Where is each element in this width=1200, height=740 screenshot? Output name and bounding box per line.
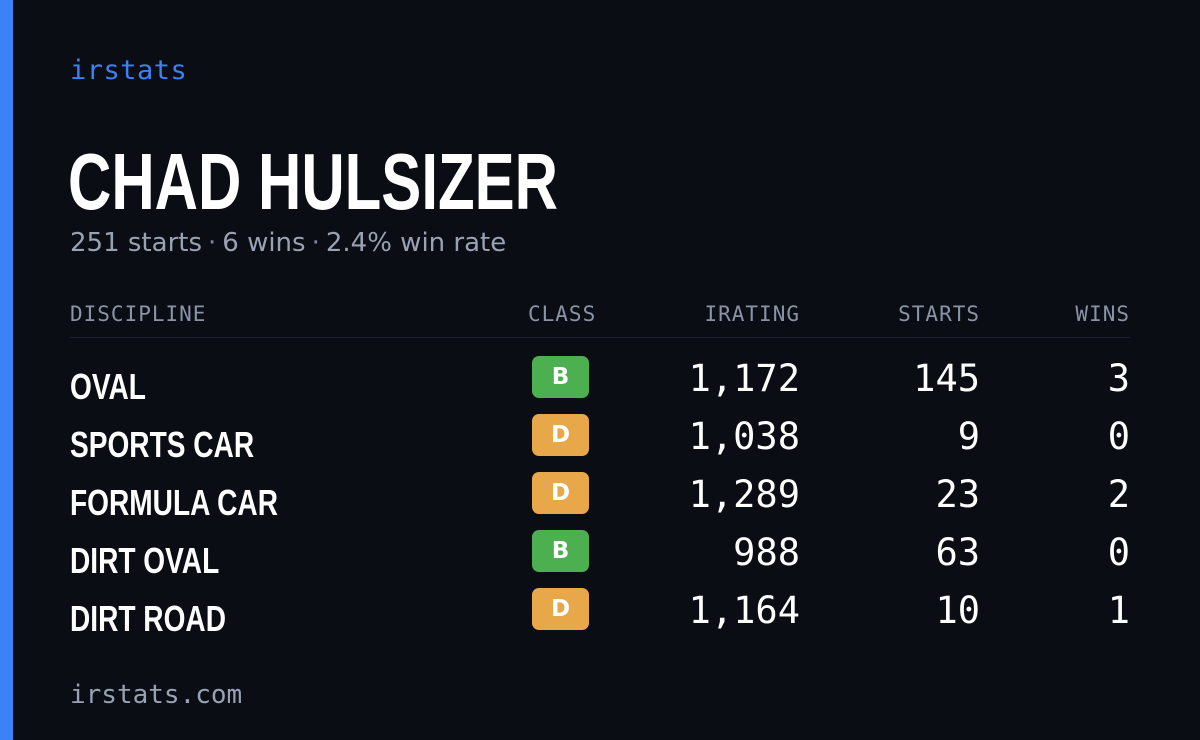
starts-value: 145: [913, 357, 980, 400]
table-body: OVAL B 1,172 145 3 SPORTS CAR D 1,038 9 0 FORMULA …: [70, 338, 1130, 645]
wins-summary: 6 wins: [222, 228, 306, 258]
footer-url: irstats.com: [70, 680, 243, 710]
discipline-name: DIRT OVAL: [70, 540, 220, 581]
header-discipline: DISCIPLINE: [70, 302, 207, 326]
discipline-stats-table: DISCIPLINE CLASS IRATING STARTS WINS OVA…: [70, 296, 1130, 645]
starts-value: 10: [935, 589, 980, 632]
starts-value: 63: [935, 531, 980, 574]
discipline-name: SPORTS CAR: [70, 424, 255, 465]
irating-value: 1,172: [688, 357, 800, 400]
wins-value: 1: [1107, 589, 1130, 632]
brand-logo-text: irstats: [70, 55, 188, 86]
class-badge: B: [532, 356, 589, 398]
irating-value: 1,164: [688, 589, 800, 632]
class-badge: B: [532, 530, 589, 572]
header-class: CLASS: [528, 302, 597, 326]
irating-value: 1,038: [688, 415, 800, 458]
starts-value: 9: [957, 415, 980, 458]
discipline-name: OVAL: [70, 366, 146, 407]
table-row: SPORTS CAR D 1,038 9 0: [70, 413, 1130, 471]
discipline-name: FORMULA CAR: [70, 482, 278, 523]
win-rate-summary: 2.4% win rate: [325, 228, 507, 258]
driver-summary: 251 starts · 6 wins · 2.4% win rate: [70, 228, 506, 258]
table-row: FORMULA CAR D 1,289 23 2: [70, 471, 1130, 529]
class-badge: D: [532, 472, 589, 514]
table-row: DIRT OVAL B 988 63 0: [70, 529, 1130, 587]
driver-name: CHAD HULSIZER: [68, 137, 558, 226]
header-starts: STARTS: [898, 302, 980, 326]
summary-separator: ·: [311, 228, 320, 258]
wins-value: 2: [1107, 473, 1130, 516]
table-row: OVAL B 1,172 145 3: [70, 355, 1130, 413]
wins-value: 0: [1107, 415, 1130, 458]
starts-value: 23: [935, 473, 980, 516]
header-irating: IRATING: [704, 302, 800, 326]
table-header: DISCIPLINE CLASS IRATING STARTS WINS: [70, 296, 1130, 338]
discipline-name: DIRT ROAD: [70, 598, 226, 639]
starts-summary: 251 starts: [70, 228, 202, 258]
wins-value: 3: [1107, 357, 1130, 400]
table-row: DIRT ROAD D 1,164 10 1: [70, 587, 1130, 645]
header-wins: WINS: [1075, 302, 1130, 326]
class-badge: D: [532, 414, 589, 456]
summary-separator: ·: [208, 228, 217, 258]
class-badge: D: [532, 588, 589, 630]
irating-value: 988: [733, 531, 800, 574]
irating-value: 1,289: [688, 473, 800, 516]
accent-bar: [0, 0, 13, 740]
wins-value: 0: [1107, 531, 1130, 574]
